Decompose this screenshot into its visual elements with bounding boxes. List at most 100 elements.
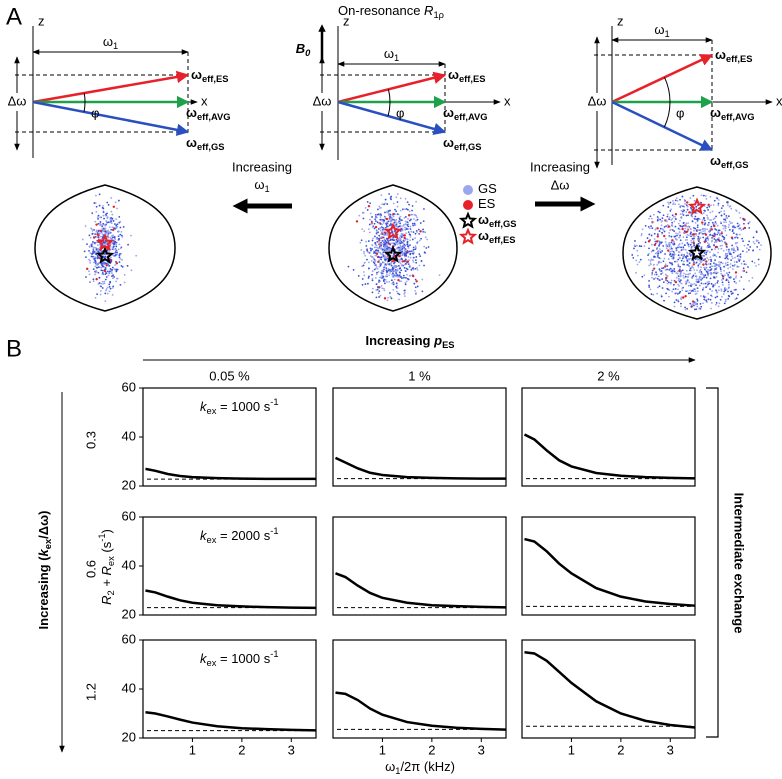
gs-point bbox=[86, 243, 88, 246]
gs-point bbox=[683, 198, 686, 201]
gs-point bbox=[400, 277, 403, 279]
gs-point bbox=[103, 280, 106, 283]
gs-point bbox=[707, 283, 709, 286]
gs-point bbox=[375, 289, 378, 291]
gs-point bbox=[702, 274, 705, 276]
gs-point bbox=[694, 290, 697, 293]
gs-point bbox=[706, 285, 709, 287]
gs-point bbox=[725, 272, 728, 275]
vector-gs bbox=[32, 100, 190, 136]
gs-point bbox=[736, 236, 739, 239]
gs-point bbox=[670, 246, 673, 248]
gs-point bbox=[409, 244, 411, 247]
gs-point bbox=[733, 280, 736, 283]
gs-point bbox=[368, 231, 371, 234]
omega1-label: ω1 bbox=[654, 22, 669, 39]
gs-point bbox=[399, 271, 402, 274]
gs-point bbox=[707, 263, 710, 265]
gs-point bbox=[398, 238, 401, 241]
annotation: kex = 1000 s-1 bbox=[200, 649, 279, 668]
text-part: ES bbox=[442, 340, 454, 350]
text-part: ES bbox=[478, 196, 496, 211]
gs-point bbox=[631, 254, 634, 256]
gs-point bbox=[92, 247, 95, 250]
gs-point bbox=[702, 212, 705, 215]
gs-point bbox=[99, 216, 102, 219]
gs-point bbox=[383, 282, 386, 285]
gs-point bbox=[648, 286, 651, 288]
gs-point bbox=[382, 232, 385, 235]
gs-point bbox=[738, 280, 741, 282]
y-tick-label: 20 bbox=[122, 729, 136, 744]
curve bbox=[335, 572, 507, 609]
gs-point bbox=[391, 230, 393, 233]
right-label: Intermediate exchange bbox=[732, 493, 747, 634]
gs-point bbox=[424, 236, 427, 239]
plot-frame bbox=[521, 387, 696, 487]
gs-point bbox=[378, 251, 380, 254]
gs-point bbox=[410, 269, 413, 271]
gs-point bbox=[668, 268, 671, 271]
gs-point bbox=[409, 252, 412, 255]
gs-point bbox=[382, 279, 385, 282]
gs-point bbox=[117, 235, 120, 238]
gs-point bbox=[658, 230, 661, 232]
gs-point bbox=[677, 263, 680, 266]
gs-point bbox=[680, 282, 683, 285]
gs-point bbox=[381, 274, 383, 276]
gs-point bbox=[420, 237, 422, 240]
gs-point bbox=[390, 195, 393, 198]
gs-point bbox=[680, 302, 682, 305]
gs-point bbox=[405, 228, 408, 230]
gs-point bbox=[689, 272, 691, 275]
gs-point bbox=[675, 292, 678, 294]
gs-point bbox=[678, 228, 681, 231]
gs-point bbox=[381, 239, 384, 242]
gs-point bbox=[94, 273, 96, 276]
gs-point bbox=[386, 263, 389, 265]
gs-point bbox=[731, 248, 734, 251]
gs-point bbox=[399, 209, 402, 212]
gs-point bbox=[405, 276, 407, 279]
gs-point bbox=[647, 258, 650, 261]
gs-point bbox=[697, 242, 700, 245]
gs-point bbox=[709, 266, 712, 269]
gs-point bbox=[404, 216, 407, 218]
gs-point bbox=[685, 236, 688, 239]
gs-point bbox=[94, 271, 97, 274]
gs-point bbox=[669, 254, 671, 256]
text-part: ω bbox=[478, 228, 489, 243]
gs-point bbox=[383, 289, 386, 292]
gs-point bbox=[718, 285, 720, 288]
gs-point bbox=[688, 269, 691, 272]
gs-point bbox=[655, 227, 658, 230]
gs-point bbox=[95, 194, 97, 197]
gs-point bbox=[93, 202, 96, 204]
gs-point bbox=[666, 220, 668, 223]
gs-point bbox=[390, 263, 392, 266]
text-part: /2π (kHz) bbox=[400, 759, 454, 774]
gs-point bbox=[387, 296, 389, 299]
gs-point bbox=[403, 252, 406, 255]
gs-point bbox=[694, 302, 697, 304]
gs-point bbox=[392, 262, 395, 265]
gs-point bbox=[700, 228, 702, 231]
gs-point bbox=[723, 221, 725, 224]
gs-point bbox=[735, 210, 738, 212]
bracket bbox=[706, 387, 719, 738]
es-label: ωeff,ES bbox=[715, 47, 752, 64]
gs-point bbox=[681, 242, 684, 245]
gs-point bbox=[738, 224, 741, 226]
gs-point bbox=[674, 203, 677, 206]
gs-point bbox=[701, 288, 704, 291]
gs-point bbox=[396, 205, 399, 208]
vector-es bbox=[32, 70, 190, 104]
gs-point bbox=[725, 248, 728, 251]
gs-point bbox=[658, 279, 661, 282]
gs-point bbox=[391, 217, 393, 219]
gs-point bbox=[93, 228, 95, 231]
text-part: -1 bbox=[97, 533, 107, 541]
gs-point bbox=[648, 279, 650, 282]
gs-point bbox=[687, 273, 690, 276]
gs-point bbox=[687, 284, 690, 287]
